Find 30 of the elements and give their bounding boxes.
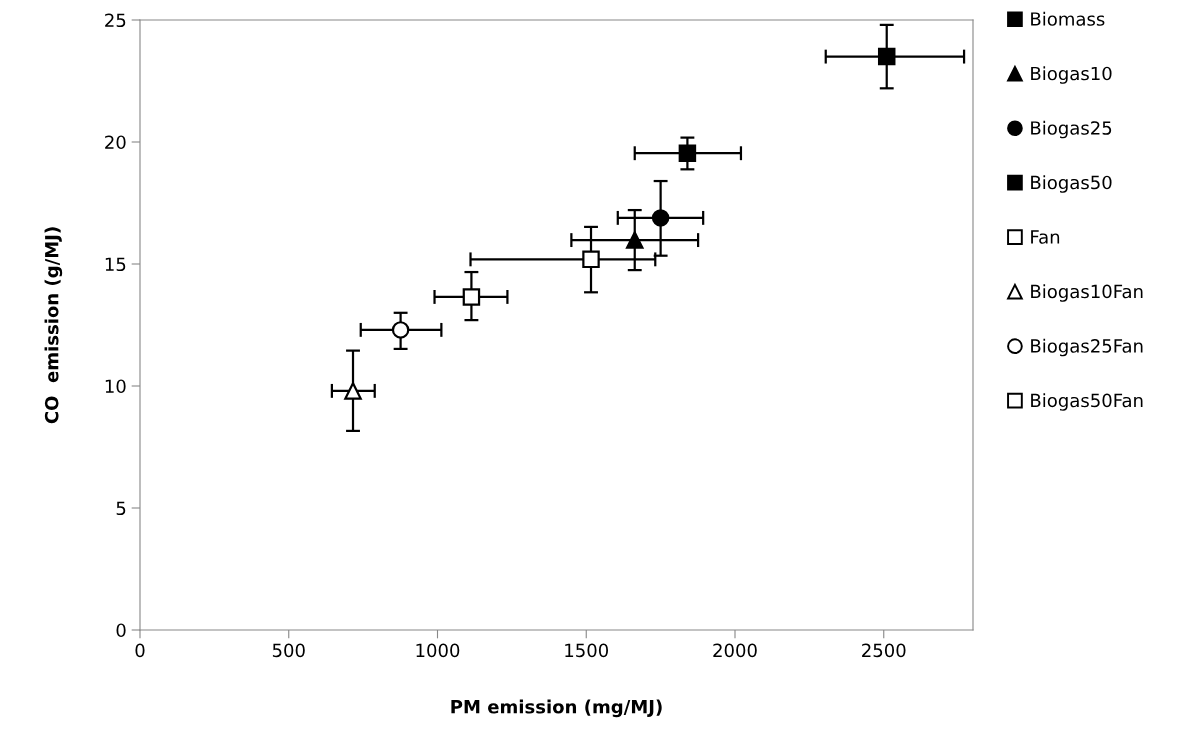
y-tick-label: 15	[105, 257, 126, 272]
point	[344, 382, 362, 400]
y-tick-label: 0	[116, 623, 126, 638]
point	[391, 321, 410, 339]
y-axis-title: CO emission (g/MJ)	[44, 227, 63, 424]
legend-label: Biogas50	[1031, 175, 1112, 193]
point	[877, 47, 896, 66]
legend-label: Biogas10Fan	[1031, 284, 1143, 302]
y-tick-label: 20	[105, 135, 126, 150]
x-tick-label: 0	[135, 643, 145, 658]
legend-label: Fan	[1031, 230, 1060, 244]
legend-label: Biomass	[1031, 11, 1105, 26]
x-tick-label: 1500	[565, 643, 609, 658]
point	[582, 250, 600, 269]
point	[651, 209, 670, 227]
y-tick-label: 25	[105, 13, 126, 28]
point	[625, 231, 644, 249]
y-tick-label: 10	[105, 379, 126, 394]
x-tick-label: 2500	[862, 643, 906, 658]
x-axis-title: PM emission (mg/MJ)	[451, 699, 662, 718]
legend-label: Biogas25Fan	[1031, 338, 1143, 357]
x-tick-label: 1000	[416, 643, 460, 658]
x-tick-label: 500	[272, 643, 305, 658]
y-tick-label: 5	[116, 501, 126, 516]
legend-label: Biogas25	[1031, 120, 1112, 139]
point	[462, 288, 481, 306]
point	[678, 144, 697, 162]
x-tick-label: 2000	[713, 643, 757, 658]
legend-label: Biogas10	[1031, 66, 1112, 84]
legend-label: Biogas50Fan	[1031, 393, 1143, 411]
